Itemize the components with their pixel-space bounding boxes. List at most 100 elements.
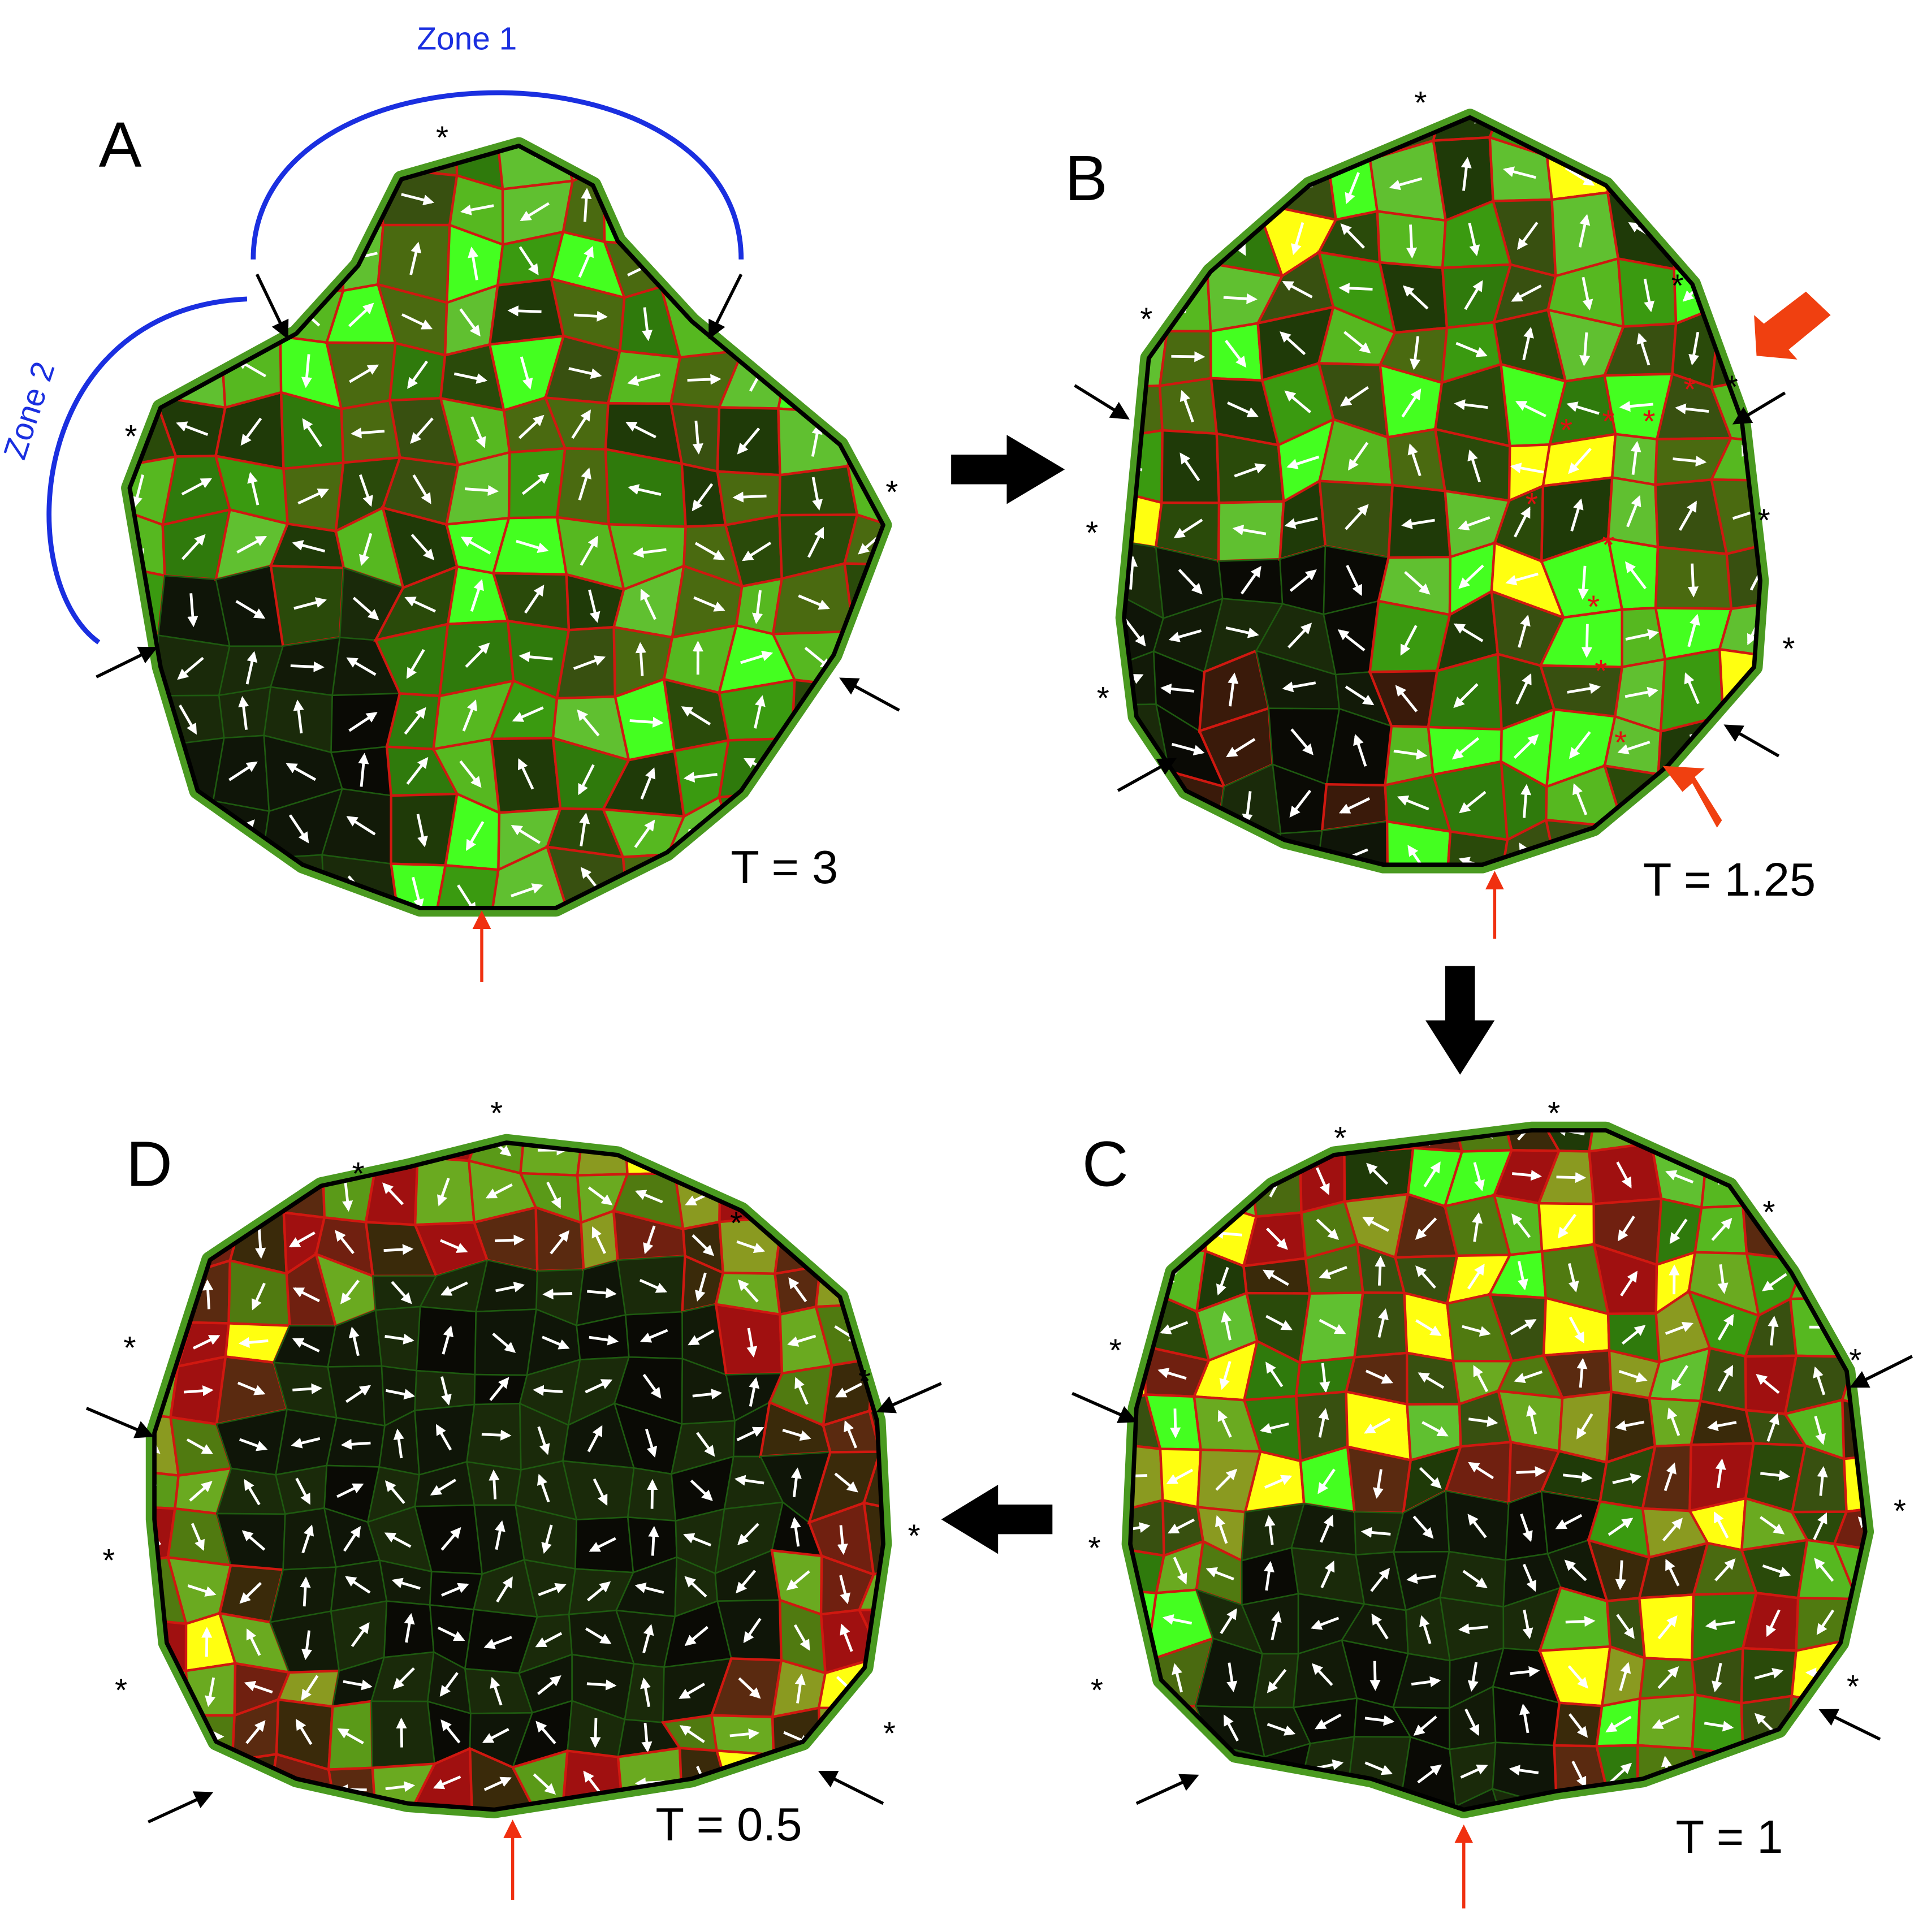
polarity-arrow [1271, 1611, 1282, 1641]
polarity-arrow [834, 1472, 858, 1493]
cell [474, 1308, 537, 1376]
polarity-arrow [1228, 672, 1239, 707]
polarity-arrow [1289, 569, 1317, 592]
cell [1700, 1130, 1756, 1164]
cell [889, 234, 961, 288]
cell [1124, 256, 1170, 333]
polarity-arrow [542, 1335, 570, 1350]
polarity-arrow [1337, 629, 1366, 652]
polarity-arrow [129, 359, 142, 393]
polarity-arrow [736, 1427, 764, 1441]
asterisk: * [490, 1096, 503, 1131]
cell [129, 220, 176, 296]
asterisk: * [1849, 1343, 1861, 1378]
polarity-arrow [645, 1428, 658, 1458]
polarity-arrow [292, 1383, 322, 1394]
cell [1786, 1741, 1860, 1803]
polarity-arrow [1311, 1617, 1340, 1630]
polarity-arrow [345, 1385, 371, 1403]
polarity-arrow [1860, 1659, 1865, 1681]
polarity-arrow [1284, 517, 1318, 529]
polarity-arrow [1372, 1469, 1384, 1499]
polarity-arrow [1217, 1410, 1232, 1438]
polarity-arrow [1611, 1809, 1623, 1810]
cell [321, 1142, 376, 1174]
cell [1153, 1130, 1200, 1158]
polarity-arrow [301, 1630, 313, 1661]
polarity-arrow [462, 699, 477, 732]
polarity-arrow [688, 200, 722, 211]
polarity-arrow [1813, 1366, 1826, 1395]
polarity-arrow [195, 1821, 212, 1842]
cell [154, 1706, 191, 1757]
polarity-arrow [1458, 1623, 1488, 1635]
cell [1741, 1161, 1810, 1208]
big-arrow [1425, 966, 1495, 1075]
polarity-arrow [1788, 512, 1820, 516]
polarity-arrow [835, 1830, 853, 1851]
polarity-arrow [385, 1781, 416, 1792]
polarity-arrow [129, 827, 145, 847]
polarity-arrow [1517, 222, 1539, 250]
polarity-arrow [1462, 1325, 1491, 1337]
polarity-arrow [519, 246, 539, 275]
polarity-arrow [1568, 447, 1592, 474]
polarity-arrow [1167, 1172, 1195, 1187]
polarity-arrow [301, 244, 312, 279]
polarity-arrow [740, 650, 774, 664]
edge-arrow [85, 1407, 154, 1438]
polarity-arrow [1616, 1614, 1635, 1639]
polarity-arrow [1315, 1713, 1342, 1730]
asterisk: * [1334, 1121, 1346, 1156]
cell [1169, 892, 1213, 956]
cell [888, 676, 948, 758]
cell [778, 179, 856, 236]
polarity-arrow [638, 1142, 657, 1154]
asterisk: * [1086, 515, 1098, 551]
polarity-arrow [1616, 1161, 1632, 1188]
cell [370, 1700, 436, 1769]
cell [1124, 313, 1169, 389]
polarity-arrow [154, 1778, 171, 1790]
polarity-arrow [1453, 683, 1479, 708]
polarity-arrow [692, 1234, 715, 1256]
polarity-arrow [1522, 326, 1534, 361]
cell [1853, 1154, 1865, 1213]
polarity-arrow [340, 1438, 371, 1450]
polarity-arrow [345, 1576, 371, 1594]
polarity-arrow [1768, 1316, 1779, 1346]
polarity-arrow [1178, 569, 1203, 595]
polarity-arrow [440, 1239, 468, 1253]
cell [892, 906, 956, 987]
cell [129, 803, 154, 866]
polarity-arrow [1289, 789, 1312, 818]
polarity-arrow [882, 1630, 883, 1641]
polarity-arrow [485, 1183, 513, 1199]
asterisk: * [730, 1206, 742, 1242]
polarity-arrow [732, 491, 767, 503]
polarity-arrow [571, 409, 591, 439]
polarity-arrow [183, 871, 201, 902]
polarity-arrow [1345, 504, 1369, 530]
cell [269, 1142, 334, 1173]
polarity-arrow [343, 1679, 373, 1691]
polarity-arrow [1415, 1319, 1442, 1336]
polarity-arrow [1162, 1816, 1185, 1831]
polarity-arrow [809, 764, 843, 776]
polarity-arrow [856, 649, 883, 667]
polarity-arrow [634, 1190, 663, 1204]
polarity-arrow [1179, 850, 1195, 865]
polarity-arrow [1464, 1708, 1480, 1736]
cell [1142, 1799, 1201, 1810]
polarity-arrow [802, 247, 823, 276]
polarity-arrow [1290, 728, 1314, 755]
polarity-arrow [1455, 342, 1488, 357]
cell [761, 1165, 823, 1218]
polarity-arrow [1317, 1468, 1336, 1494]
cell [848, 630, 883, 688]
cell [265, 1806, 337, 1810]
polarity-arrow [832, 1231, 861, 1245]
polarity-arrow [382, 1182, 404, 1205]
polarity-arrow [301, 184, 315, 218]
cell [1710, 257, 1761, 318]
